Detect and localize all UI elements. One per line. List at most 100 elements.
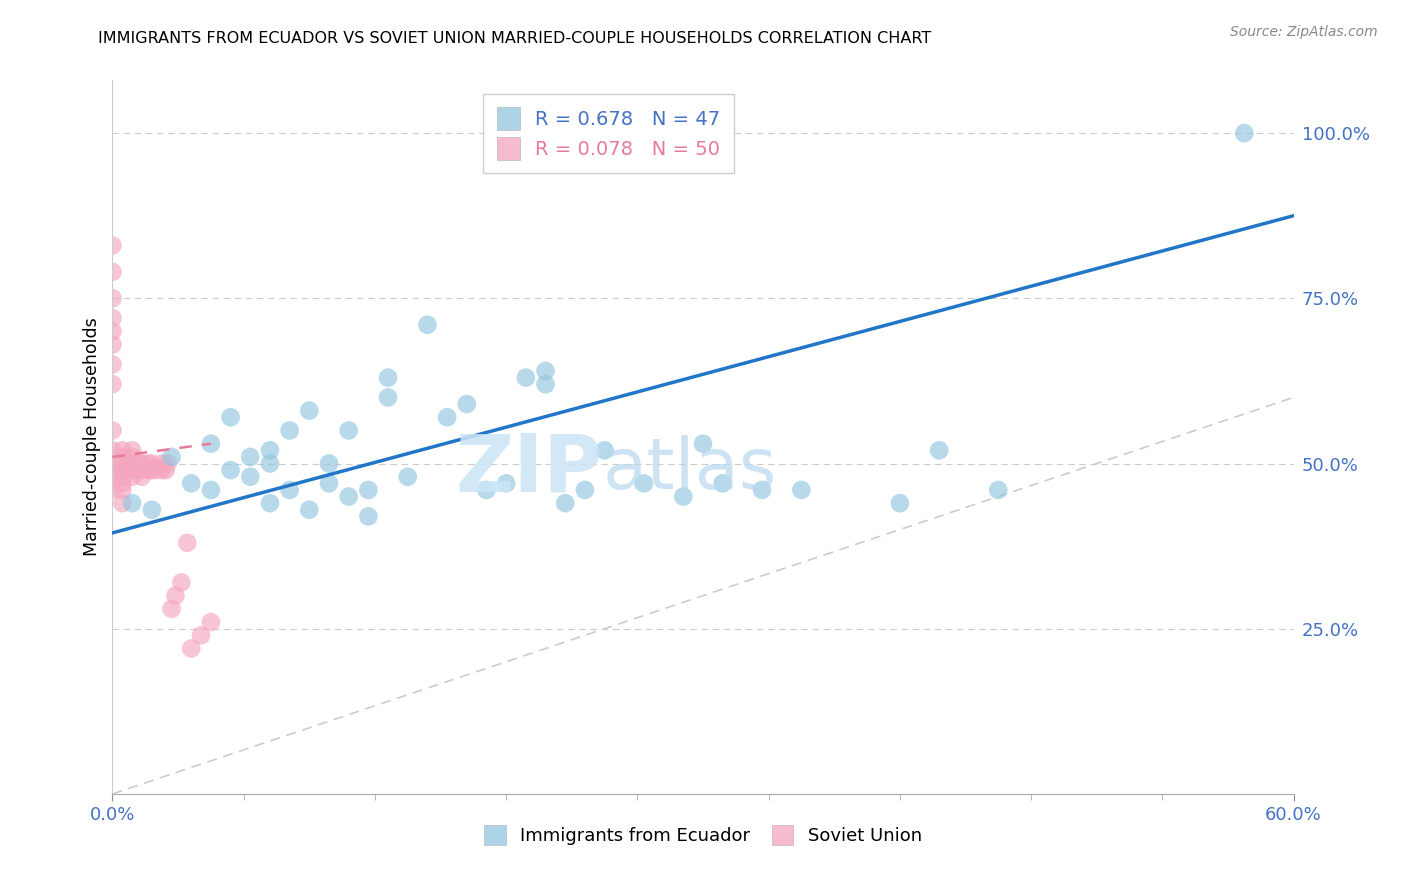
Point (1233, 126, 1256, 140)
Point (131, 469, 153, 483)
Point (165, 589, 187, 603)
Point (751, 483, 773, 497)
Point (141, 463, 163, 477)
Point (259, 496, 281, 510)
Point (160, 602, 183, 616)
Point (155, 463, 177, 477)
Point (131, 463, 153, 477)
Point (259, 443, 281, 458)
Point (101, 324, 124, 338)
Point (534, 377, 557, 392)
Point (117, 457, 139, 471)
Point (475, 483, 498, 497)
Point (111, 483, 134, 497)
Point (141, 502, 163, 516)
Text: atlas: atlas (603, 434, 778, 504)
Point (176, 536, 198, 550)
Text: Source: ZipAtlas.com: Source: ZipAtlas.com (1230, 25, 1378, 39)
Point (337, 424, 360, 438)
Point (928, 443, 950, 458)
Point (101, 311, 124, 326)
Legend: Immigrants from Ecuador, Soviet Union: Immigrants from Ecuador, Soviet Union (477, 817, 929, 853)
Point (101, 238, 124, 252)
Point (180, 476, 202, 491)
Point (416, 318, 439, 332)
Point (111, 476, 134, 491)
Point (200, 436, 222, 450)
Point (515, 370, 537, 384)
Point (692, 436, 714, 450)
Point (101, 337, 124, 351)
Point (672, 490, 695, 504)
Point (298, 403, 321, 417)
Point (200, 483, 222, 497)
Point (593, 443, 616, 458)
Point (111, 463, 134, 477)
Point (259, 457, 281, 471)
Point (156, 457, 179, 471)
Point (180, 641, 202, 656)
Point (121, 469, 143, 483)
Point (129, 457, 152, 471)
Point (278, 424, 301, 438)
Point (111, 450, 134, 464)
Point (125, 463, 148, 477)
Point (495, 476, 517, 491)
Point (101, 377, 124, 392)
Point (101, 358, 124, 372)
Point (125, 457, 148, 471)
Point (239, 469, 262, 483)
Point (889, 496, 911, 510)
Point (101, 291, 124, 305)
Point (101, 483, 124, 497)
Point (574, 483, 596, 497)
Point (357, 483, 380, 497)
Point (150, 457, 173, 471)
Point (121, 496, 143, 510)
Point (131, 457, 153, 471)
Point (170, 575, 193, 590)
Point (534, 364, 557, 378)
Point (101, 265, 124, 279)
Point (239, 450, 262, 464)
Point (456, 397, 478, 411)
Point (377, 391, 399, 405)
Point (554, 496, 576, 510)
Point (633, 476, 655, 491)
Point (200, 615, 222, 629)
Point (357, 509, 380, 524)
Point (121, 463, 143, 477)
Point (141, 457, 163, 471)
Point (396, 469, 419, 483)
Point (101, 424, 124, 438)
Point (101, 469, 124, 483)
Point (219, 410, 242, 425)
Point (121, 443, 143, 458)
Point (111, 457, 134, 471)
Y-axis label: Married-couple Households: Married-couple Households (83, 318, 101, 557)
Point (190, 628, 212, 642)
Point (150, 463, 173, 477)
Point (219, 463, 242, 477)
Point (136, 463, 159, 477)
Point (436, 410, 458, 425)
Point (111, 496, 134, 510)
Point (101, 457, 124, 471)
Text: IMMIGRANTS FROM ECUADOR VS SOVIET UNION MARRIED-COUPLE HOUSEHOLDS CORRELATION CH: IMMIGRANTS FROM ECUADOR VS SOVIET UNION … (98, 31, 932, 46)
Point (790, 483, 813, 497)
Point (145, 463, 167, 477)
Point (117, 463, 139, 477)
Point (711, 476, 734, 491)
Point (318, 457, 340, 471)
Point (318, 476, 340, 491)
Text: ZIP: ZIP (456, 430, 603, 508)
Point (298, 502, 321, 516)
Point (121, 450, 143, 464)
Point (377, 370, 399, 384)
Point (987, 483, 1010, 497)
Point (160, 450, 183, 464)
Point (121, 457, 143, 471)
Point (101, 443, 124, 458)
Point (136, 457, 159, 471)
Point (111, 443, 134, 458)
